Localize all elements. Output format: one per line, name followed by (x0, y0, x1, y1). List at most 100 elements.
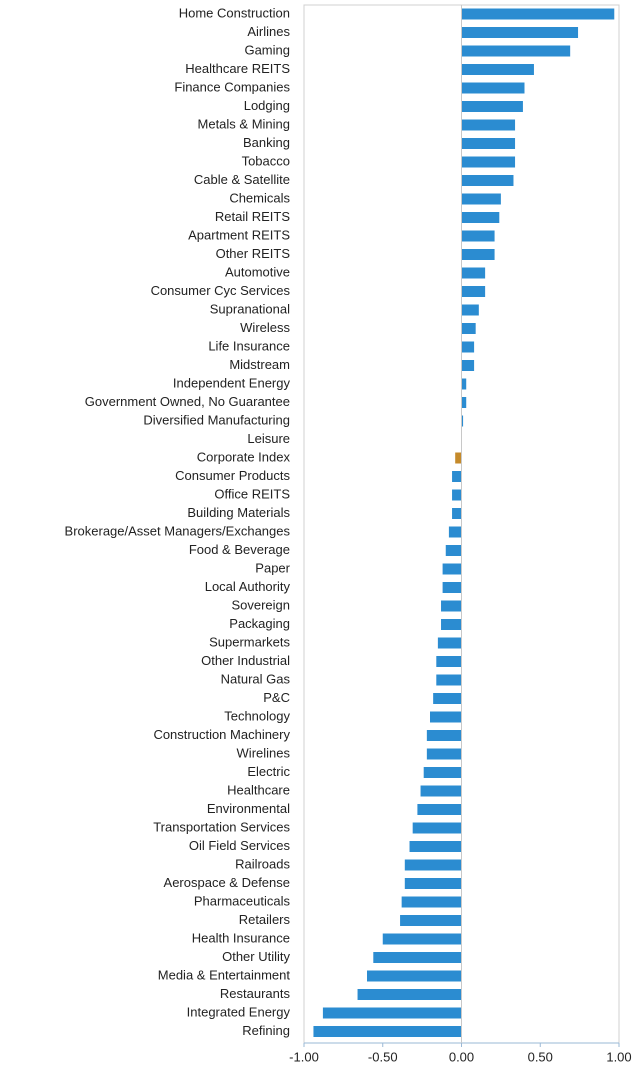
bar (442, 563, 462, 575)
bar (430, 711, 462, 723)
bar (423, 767, 462, 778)
y-tick-label: Local Authority (205, 579, 291, 594)
y-tick-label: Airlines (247, 24, 290, 39)
bar (382, 933, 462, 945)
y-tick-label: Gaming (244, 42, 290, 57)
bar (461, 360, 475, 371)
bar (441, 600, 462, 612)
bar (461, 138, 516, 149)
bar (437, 637, 462, 649)
y-tick-label: Metals & Mining (198, 116, 290, 131)
bar (452, 489, 462, 501)
bar (461, 193, 501, 205)
y-tick-label: P&C (263, 690, 290, 705)
x-tick-label: 1.00 (606, 1049, 631, 1064)
y-tick-label: Environmental (207, 801, 290, 816)
bar (461, 175, 514, 186)
y-tick-label: Technology (224, 708, 290, 723)
y-tick-label: Wirelines (237, 745, 291, 760)
y-tick-label: Retailers (239, 912, 291, 927)
bar (436, 674, 462, 686)
y-tick-label: Healthcare REITS (185, 61, 290, 76)
y-tick-label: Health Insurance (192, 930, 290, 945)
bar (461, 45, 571, 57)
bar (461, 101, 523, 112)
y-tick-label: Lodging (244, 98, 290, 113)
bar (441, 619, 462, 630)
bar (436, 656, 462, 667)
bar (373, 952, 462, 963)
y-tick-label: Healthcare (227, 782, 290, 797)
y-tick-label: Transportation Services (153, 819, 290, 834)
x-tick-label: 0.50 (528, 1049, 553, 1064)
y-tick-label: Paper (255, 560, 290, 575)
bar (400, 915, 462, 926)
bar (401, 896, 462, 908)
y-tick-label: Pharmaceuticals (194, 893, 291, 908)
bar (417, 804, 462, 815)
y-tick-label: Independent Energy (173, 375, 291, 390)
bar (452, 508, 462, 519)
bar (409, 841, 462, 852)
bar (455, 452, 462, 464)
y-tick-label: Railroads (235, 856, 290, 871)
y-tick-label: Finance Companies (174, 79, 290, 94)
y-tick-label: Banking (243, 135, 290, 150)
y-tick-label: Construction Machinery (153, 727, 290, 742)
bar (461, 64, 534, 75)
bar (404, 878, 462, 889)
y-tick-label: Life Insurance (208, 338, 290, 353)
bar (461, 27, 579, 38)
y-tick-label: Other Industrial (201, 653, 290, 668)
bar (461, 415, 464, 427)
bar (461, 397, 467, 408)
y-tick-label: Corporate Index (197, 449, 291, 464)
bar (461, 341, 475, 353)
x-tick-label: -0.50 (368, 1049, 398, 1064)
y-tick-label: Tobacco (242, 153, 290, 168)
bar (313, 1026, 462, 1037)
y-tick-label: Other Utility (222, 949, 290, 964)
y-tick-label: Natural Gas (221, 671, 291, 686)
y-tick-label: Refining (242, 1023, 290, 1038)
bar (445, 545, 462, 556)
y-tick-label: Wireless (240, 320, 290, 335)
bar (461, 323, 476, 334)
y-tick-label: Food & Beverage (189, 542, 290, 557)
y-tick-label: Consumer Products (175, 468, 290, 483)
y-tick-label: Retail REITS (215, 209, 290, 224)
y-tick-label: Aerospace & Defense (164, 875, 290, 890)
y-tick-label: Other REITS (216, 246, 291, 261)
y-tick-label: Midstream (229, 357, 290, 372)
y-tick-label: Cable & Satellite (194, 172, 290, 187)
y-tick-label: Building Materials (187, 505, 290, 520)
bar (461, 378, 467, 390)
y-tick-label: Chemicals (229, 190, 290, 205)
y-tick-label: Government Owned, No Guarantee (85, 394, 290, 409)
bar (461, 230, 495, 242)
y-tick-label: Diversified Manufacturing (143, 412, 290, 427)
bar (461, 212, 500, 223)
bar (322, 1007, 462, 1019)
x-tick-label: -1.00 (289, 1049, 319, 1064)
bar (448, 526, 462, 538)
bar (357, 989, 462, 1000)
bar (404, 859, 462, 871)
bar (420, 785, 462, 797)
y-tick-label: Office REITS (214, 486, 290, 501)
y-tick-label: Electric (247, 764, 290, 779)
bar (461, 82, 525, 94)
y-tick-label: Supranational (210, 301, 290, 316)
bar (426, 748, 462, 760)
bar (461, 156, 516, 168)
bar (461, 119, 516, 131)
y-tick-label: Automotive (225, 264, 290, 279)
bar (412, 822, 462, 834)
y-tick-label: Integrated Energy (187, 1004, 291, 1019)
y-tick-label: Supermarkets (209, 634, 290, 649)
bar (426, 730, 462, 741)
y-tick-label: Brokerage/Asset Managers/Exchanges (65, 523, 291, 538)
y-tick-label: Packaging (229, 616, 290, 631)
y-tick-label: Sovereign (231, 597, 290, 612)
